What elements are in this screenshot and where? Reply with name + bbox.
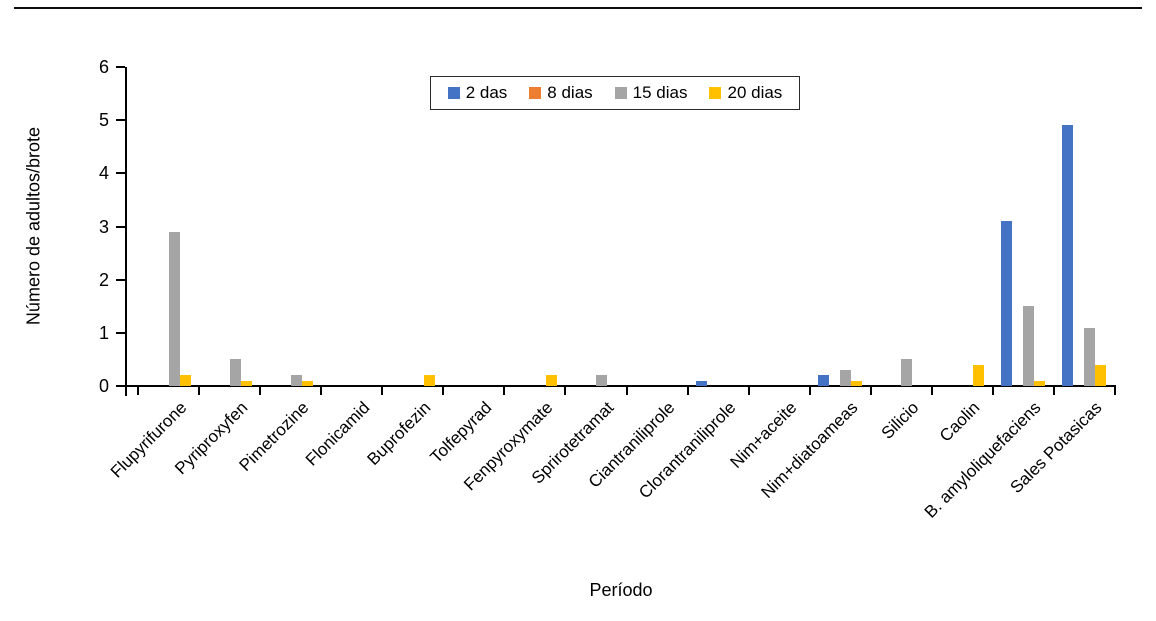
legend-item: 2 das [447, 83, 508, 102]
bar [818, 375, 830, 386]
legend: 2 das 8 dias 15 dias 20 dias [430, 76, 800, 110]
y-tick-label: 0 [98, 376, 109, 396]
bar [229, 359, 241, 386]
x-axis-tick [625, 385, 628, 395]
x-axis-line [125, 385, 1115, 387]
bar [696, 380, 708, 386]
bar [168, 231, 180, 386]
chart-top-border [14, 7, 1142, 9]
y-tick-label: 4 [98, 163, 109, 184]
x-axis-tick [503, 385, 506, 395]
x-axis-tick [1052, 385, 1055, 395]
category-label: Buprofezin [363, 398, 435, 469]
y-tick-label: 3 [98, 216, 109, 237]
y-tick-label: 6 [98, 57, 109, 77]
bar [179, 375, 191, 386]
bar [851, 380, 863, 386]
legend-swatch-icon [447, 87, 460, 99]
legend-item: 8 dias [529, 83, 593, 102]
y-tick-label: 5 [98, 110, 109, 131]
category-label: Silicio [877, 398, 923, 443]
bar [1084, 327, 1096, 386]
y-axis-tick [116, 278, 125, 281]
x-axis-tick [808, 385, 811, 395]
x-axis-tick [198, 385, 201, 395]
legend-item: 15 dias [614, 83, 688, 102]
y-axis-tick [116, 119, 125, 122]
legend-item: 20 dias [709, 84, 782, 102]
y-axis-tick [116, 225, 125, 228]
x-axis-tick [320, 385, 323, 395]
bar [973, 364, 985, 386]
legend-label: 20 dias [727, 83, 783, 102]
legend-swatch-icon [529, 87, 542, 99]
y-axis-line [125, 67, 127, 396]
x-axis-title: Período [589, 580, 653, 600]
x-axis-tick [686, 385, 689, 395]
category-label: B. amyloliquefaciens [921, 398, 1045, 522]
category-label: Flonicamid [301, 398, 374, 470]
legend-label: 8 dias [547, 83, 593, 102]
y-axis-tick [116, 331, 125, 334]
bar [240, 380, 252, 386]
x-axis-tick [259, 385, 262, 395]
bar [901, 359, 913, 386]
y-tick-label: 1 [98, 322, 109, 343]
x-axis-tick [869, 385, 872, 395]
legend-label: 15 dias [632, 83, 688, 102]
bar [1095, 364, 1107, 386]
bar [301, 380, 313, 386]
bar [1023, 306, 1035, 386]
legend-swatch-icon [614, 87, 627, 99]
y-axis-tick [116, 172, 125, 175]
x-axis-tick [137, 385, 139, 395]
legend-swatch-icon [709, 87, 722, 99]
x-axis-tick [930, 385, 933, 395]
bar [840, 370, 852, 386]
x-axis-tick [1114, 385, 1116, 395]
y-tick-label: 2 [98, 269, 109, 290]
y-axis-tick [116, 66, 125, 68]
x-axis-tick [991, 385, 994, 395]
bar [595, 375, 607, 386]
bar [1034, 380, 1046, 386]
bar [545, 375, 557, 386]
y-axis-tick [116, 385, 125, 387]
bar [423, 375, 435, 386]
x-axis-tick [564, 385, 567, 395]
x-axis-tick [442, 385, 445, 395]
bar [1001, 221, 1013, 386]
legend-label: 2 das [465, 83, 508, 102]
bar [290, 375, 302, 386]
bar [1062, 125, 1074, 386]
y-axis-title: Número de adultos/brote [23, 126, 44, 326]
x-axis-tick [747, 385, 750, 395]
x-axis-tick [381, 385, 384, 395]
category-label: Caolin [936, 398, 984, 446]
